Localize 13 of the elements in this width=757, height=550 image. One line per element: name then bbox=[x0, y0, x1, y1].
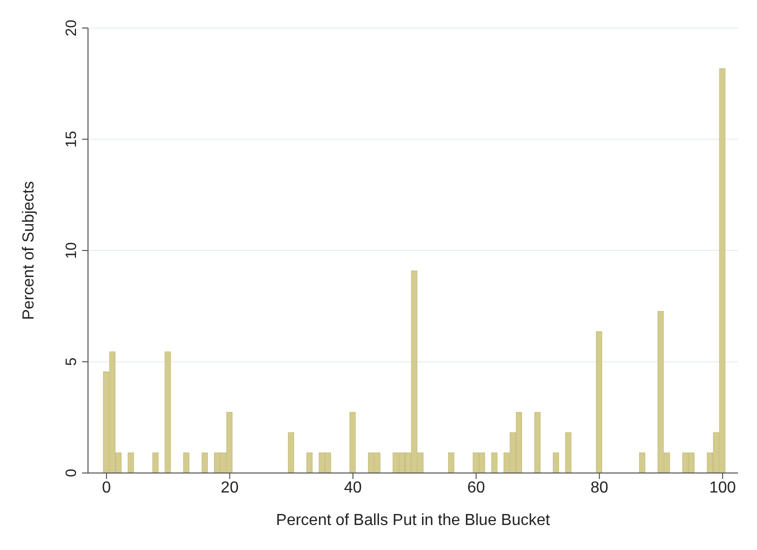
y-tick-label: 5 bbox=[63, 358, 80, 366]
y-tick-label: 0 bbox=[63, 468, 80, 478]
x-tick-label: 100 bbox=[709, 479, 736, 496]
y-axis-title: Percent of Subjects bbox=[20, 181, 38, 320]
x-tick-label: 40 bbox=[344, 479, 362, 496]
y-tick-label: 10 bbox=[63, 242, 80, 259]
x-tick-label: 20 bbox=[220, 479, 239, 496]
x-tick-label: 60 bbox=[467, 479, 486, 496]
x-axis-title: Percent of Balls Put in the Blue Bucket bbox=[276, 512, 551, 529]
x-tick-label: 0 bbox=[102, 479, 112, 496]
y-tick-label: 20 bbox=[63, 20, 80, 36]
x-tick-label: 80 bbox=[590, 479, 608, 496]
y-tick-label: 15 bbox=[63, 130, 80, 148]
